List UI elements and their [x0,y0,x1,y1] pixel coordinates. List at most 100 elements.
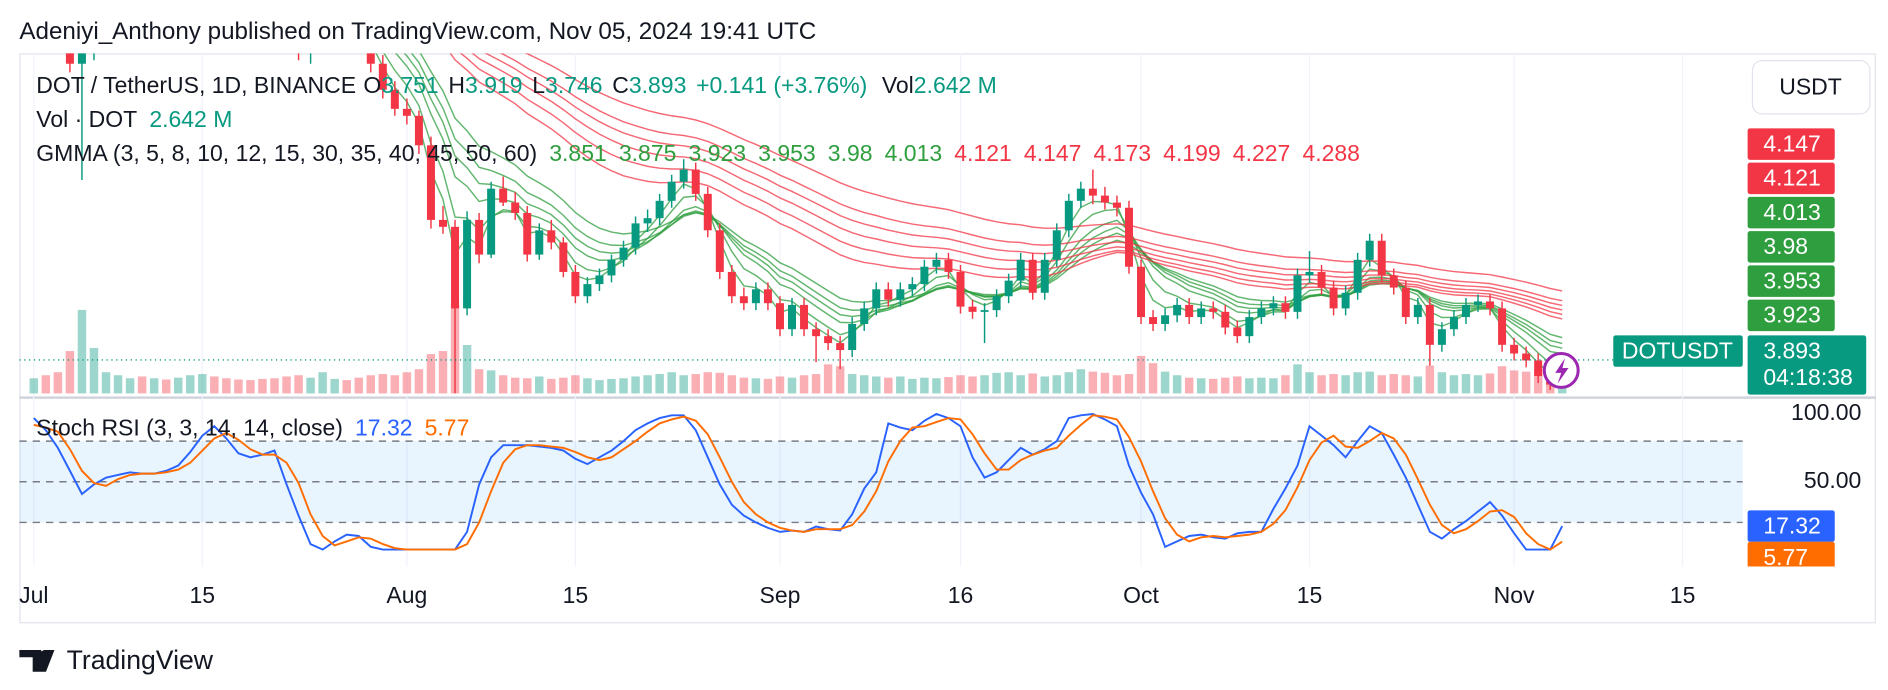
volume-bar [1112,375,1122,394]
candle-body [1461,304,1470,318]
candle-body [1413,304,1422,318]
candle-body [1317,271,1326,288]
volume-bar [186,375,195,394]
candle-body [619,247,628,260]
volume-bar [1473,375,1483,394]
volume-bar [799,375,809,394]
candle-body [992,296,1001,311]
candle-body [1498,308,1507,345]
gmma-badge [1747,196,1835,229]
candle-body [1185,304,1194,318]
x-tick-label: 15 [1670,582,1696,608]
candle-body [1389,275,1398,288]
gmma-badge [1747,265,1835,297]
candle-body [727,271,736,297]
candle-body [920,266,929,285]
candle-body [1221,311,1230,328]
legend-item: 17.32 [355,415,413,441]
candle-body [414,115,423,146]
volume-bar [535,376,544,394]
candle-body [1353,259,1362,293]
candle-body [1510,344,1519,354]
volume-bar [1281,375,1290,394]
volume-bar [727,375,737,394]
volume-bar [619,378,628,394]
volume-bar [1497,366,1507,394]
candle-body [679,169,688,182]
candle-body [1233,327,1242,337]
volume-bar [1040,376,1049,394]
volume-bar [1269,378,1278,394]
volume-bar [884,377,893,394]
volume-bar [1257,377,1266,394]
candle-body [1341,292,1350,309]
candle-body [944,259,953,272]
legend-item: O [363,72,381,98]
gmma-line [410,53,1563,345]
volume-bar [1052,375,1062,394]
lightning-glyph [1555,358,1569,384]
volume-bar [234,379,243,394]
gmma-badge-label: 3.923 [1763,302,1821,328]
candle-body [487,188,496,255]
volume-bar [246,380,255,394]
gmma-badge-label: 4.121 [1763,165,1821,191]
candle-body [1112,202,1121,208]
volume-bar [1401,375,1411,394]
volume-bar [1437,372,1447,394]
gmma-line [419,53,1563,339]
candle-body [739,296,748,304]
legend-item: 3.746 [545,72,603,98]
candle-body [667,181,676,201]
volume-bar [510,377,520,394]
volume-bar [282,376,291,394]
volume-bar [1016,375,1025,394]
volume-bar [210,376,219,394]
volume-bar [1425,365,1435,394]
legend-item: 3.923 [689,140,747,166]
candle-body [703,193,712,231]
volume-bar [1305,372,1314,394]
volume-bar [1196,378,1206,394]
candle-body [872,289,881,309]
gmma-badge-label: 3.953 [1763,267,1821,293]
currency-button[interactable] [1751,59,1871,115]
stoch-badge [1747,541,1835,567]
volume-bar [703,372,712,394]
candle-body [583,284,592,297]
volume-bar [920,377,929,394]
candle-body [1088,188,1097,196]
volume-bar [101,372,111,394]
legend-item: 4.227 [1233,140,1291,166]
chart-frame [19,53,1876,624]
legend-stoch: Stoch RSI (3, 3, 14, 14, close) 17.32 5.77 [36,415,469,441]
volume-bar [258,378,267,394]
candle-body [595,275,604,285]
legend-item: 4.173 [1094,140,1152,166]
candle-body [715,230,724,272]
volume-bar [330,378,339,394]
candle-body [607,259,616,276]
volume-bar [1221,377,1230,394]
volume-bar [402,372,412,394]
gmma-line [383,53,1563,365]
stoch-tick-label: 100.00 [1791,399,1861,425]
volume-bar [1293,364,1302,394]
volume-bar [1509,370,1519,394]
volume-bar [1521,371,1531,394]
volume-bar [438,351,448,394]
gmma-badge-label: 4.147 [1763,130,1821,156]
currency-label[interactable]: USDT [1779,74,1842,100]
volume-bar [1461,374,1471,394]
volume-bar [137,376,147,394]
volume-bar [1160,371,1170,394]
candle-body [65,53,74,64]
volume-bar [1353,372,1362,394]
candle-body [1486,301,1495,309]
volume-bar [474,369,484,394]
overlay: DOT / TetherUS, 1D, BINANCE O3.751 H3.919 L… [19,72,1867,493]
x-tick-label: 16 [948,582,974,608]
volume-bar [643,375,652,394]
